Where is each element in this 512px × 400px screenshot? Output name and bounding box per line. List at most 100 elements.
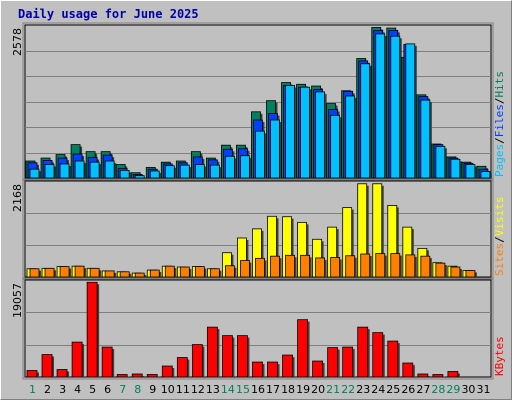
bar-pages-day-24 <box>375 33 386 179</box>
bar-sites-day-19 <box>300 254 310 278</box>
bar-pages-day-4 <box>74 160 85 179</box>
bar-kbytes-day-25 <box>387 340 399 378</box>
day-label-6: 6 <box>104 383 111 396</box>
bar-pages-day-20 <box>315 91 326 179</box>
bar-sites-day-10 <box>164 265 175 278</box>
bar-kbytes-day-26 <box>402 362 414 378</box>
day-label-28: 28 <box>431 383 445 396</box>
bar-pages-day-6 <box>104 160 115 179</box>
bar-kbytes-day-7 <box>116 374 128 378</box>
bar-sites-day-7 <box>119 271 130 278</box>
day-label-20: 20 <box>311 383 325 396</box>
bar-kbytes-day-18 <box>282 354 293 378</box>
bar-pages-day-10 <box>164 165 175 179</box>
day-label-19: 19 <box>296 383 310 396</box>
bar-kbytes-day-20 <box>312 360 324 378</box>
bar-kbytes-day-3 <box>56 369 68 378</box>
day-label-16: 16 <box>251 383 265 396</box>
bar-pages-day-25 <box>390 35 401 179</box>
bar-pages-day-18 <box>285 85 295 179</box>
bar-sites-day-29 <box>450 266 461 278</box>
bar-kbytes-day-27 <box>417 373 429 378</box>
bar-sites-day-27 <box>420 255 431 278</box>
day-label-2: 2 <box>44 383 51 396</box>
bar-pages-day-9 <box>149 170 160 179</box>
day-label-7: 7 <box>119 383 126 396</box>
bar-pages-day-13 <box>209 164 220 179</box>
bar-pages-day-23 <box>360 63 371 179</box>
bar-pages-day-26 <box>405 43 416 179</box>
day-label-17: 17 <box>266 383 280 396</box>
bar-pages-day-3 <box>59 163 70 179</box>
bar-kbytes-day-29 <box>447 371 459 378</box>
series-label-separator: / <box>493 236 506 243</box>
bar-pages-day-17 <box>270 119 280 179</box>
bar-kbytes-day-21 <box>327 347 339 378</box>
bar-sites-day-22 <box>345 255 356 278</box>
day-label-29: 29 <box>446 383 460 396</box>
bar-sites-day-2 <box>44 267 55 278</box>
bar-pages-day-27 <box>420 99 431 179</box>
bar-pages-day-12 <box>194 164 205 179</box>
bar-pages-day-16 <box>255 130 265 179</box>
day-label-8: 8 <box>134 383 141 396</box>
day-label-21: 21 <box>326 383 340 396</box>
bar-sites-day-18 <box>285 254 295 278</box>
bar-kbytes-day-6 <box>101 346 113 378</box>
bar-sites-day-13 <box>209 268 220 278</box>
bar-kbytes-day-11 <box>176 357 188 378</box>
day-label-10: 10 <box>161 383 175 396</box>
bar-pages-day-21 <box>330 114 341 179</box>
bar-sites-day-9 <box>149 269 160 278</box>
bar-sites-day-6 <box>104 270 115 278</box>
bar-sites-day-26 <box>405 254 416 278</box>
day-label-1: 1 <box>29 383 36 396</box>
bar-kbytes-day-8 <box>131 373 143 378</box>
day-label-31: 31 <box>476 383 490 396</box>
series-label-separator: / <box>493 98 506 105</box>
panel-2-series-labels: Sites/Visits <box>493 197 506 277</box>
day-label-30: 30 <box>461 383 475 396</box>
bar-pages-day-5 <box>89 161 100 179</box>
series-label-kbytes: KBytes <box>493 336 506 376</box>
panel-3-max-label: 19057 <box>11 283 24 318</box>
series-label-hits: Hits <box>493 71 506 98</box>
bar-sites-day-28 <box>435 262 446 278</box>
day-label-23: 23 <box>356 383 370 396</box>
bar-pages-day-22 <box>345 95 356 179</box>
day-label-4: 4 <box>74 383 81 396</box>
bar-sites-day-15 <box>240 260 250 278</box>
day-label-3: 3 <box>59 383 66 396</box>
day-label-22: 22 <box>341 383 355 396</box>
series-label-files: Files <box>493 104 506 137</box>
bar-sites-day-25 <box>390 253 401 278</box>
day-label-5: 5 <box>89 383 96 396</box>
day-label-14: 14 <box>221 383 235 396</box>
bar-sites-day-17 <box>270 255 280 278</box>
bar-kbytes-day-5 <box>86 281 98 378</box>
day-label-11: 11 <box>176 383 190 396</box>
series-label-pages: Pages <box>493 144 506 177</box>
bar-sites-day-24 <box>375 253 386 278</box>
bar-sites-day-3 <box>59 266 70 278</box>
panel-3-outer-border <box>22 277 494 380</box>
panel-2-max-label: 2168 <box>11 184 24 212</box>
bar-pages-day-11 <box>179 164 190 179</box>
panel-2-outer-border <box>22 178 494 280</box>
bar-kbytes-day-17 <box>267 361 278 378</box>
bar-pages-day-28 <box>435 145 446 179</box>
day-label-12: 12 <box>191 383 205 396</box>
series-label-sites: Sites <box>493 243 506 276</box>
bar-pages-day-31 <box>480 171 491 179</box>
bar-kbytes-day-1 <box>26 370 38 378</box>
bar-kbytes-day-4 <box>71 341 83 378</box>
bar-sites-day-5 <box>89 267 100 278</box>
bar-kbytes-day-22 <box>342 346 354 378</box>
series-label-visits: Visits <box>493 197 506 237</box>
day-label-13: 13 <box>206 383 220 396</box>
bar-sites-day-16 <box>255 257 265 278</box>
bar-pages-day-1 <box>29 168 40 179</box>
bar-sites-day-1 <box>29 268 40 278</box>
panel-1-outer-border <box>22 22 494 181</box>
